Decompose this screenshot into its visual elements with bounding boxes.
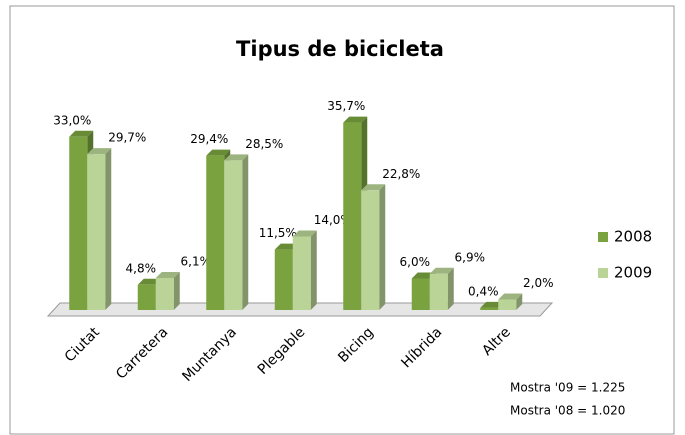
data-label: 22,8% xyxy=(382,167,420,181)
data-label: 4,8% xyxy=(126,261,157,275)
data-label: 35,7% xyxy=(327,99,365,113)
bar-side xyxy=(242,154,249,310)
bar xyxy=(498,293,523,310)
data-label: 6,0% xyxy=(400,255,431,269)
legend-swatch xyxy=(598,232,608,242)
bar-side xyxy=(516,293,523,310)
data-label: 11,5% xyxy=(259,226,297,240)
bar-top xyxy=(87,148,112,155)
bar-top xyxy=(224,154,249,161)
bar-front xyxy=(87,154,106,310)
bar-side xyxy=(310,230,317,310)
bar-front xyxy=(343,122,362,310)
data-label: 0,4% xyxy=(468,284,499,298)
bar-front xyxy=(224,160,243,310)
annotation: Mostra '09 = 1.225 xyxy=(510,381,625,395)
bar-top xyxy=(292,230,317,237)
data-label: 28,5% xyxy=(245,137,283,151)
bar-top xyxy=(498,293,523,300)
annotation: Mostra '08 = 1.020 xyxy=(510,404,625,418)
bar xyxy=(87,148,112,310)
bar-front xyxy=(411,278,430,310)
data-label: 6,1% xyxy=(181,254,212,268)
bar-front xyxy=(155,277,174,310)
data-label: 14,0% xyxy=(314,213,352,227)
bar xyxy=(292,230,317,310)
bar-top xyxy=(429,267,454,274)
bar xyxy=(361,184,386,310)
data-label: 6,9% xyxy=(455,250,486,264)
bar-front xyxy=(292,236,311,310)
bar-side xyxy=(447,267,454,310)
bar-front xyxy=(429,273,448,310)
data-label: 33,0% xyxy=(53,113,91,127)
bar-front xyxy=(361,190,380,310)
bar-top xyxy=(206,149,231,156)
bar-side xyxy=(379,184,386,310)
bar-front xyxy=(206,155,225,310)
data-label: 2,0% xyxy=(523,276,554,290)
bar-side xyxy=(105,148,112,310)
legend-label: 2009 xyxy=(614,264,652,282)
bar-front xyxy=(69,136,88,310)
data-label: 29,4% xyxy=(190,132,228,146)
bar xyxy=(155,271,180,310)
bar xyxy=(429,267,454,310)
bar-front xyxy=(480,307,499,310)
bar-front xyxy=(274,249,293,310)
legend-label: 2008 xyxy=(614,228,652,246)
bar-top xyxy=(343,116,368,123)
bar-top xyxy=(69,130,94,137)
legend-swatch xyxy=(598,268,608,278)
chart-title: Tipus de bicicleta xyxy=(236,37,444,61)
bar-front xyxy=(137,284,156,310)
bar-side xyxy=(173,271,180,310)
chart-border xyxy=(9,5,675,435)
data-label: 29,7% xyxy=(108,131,146,145)
bar-top xyxy=(361,184,386,191)
bar-front xyxy=(498,299,517,310)
bar xyxy=(224,154,249,310)
bar-top xyxy=(155,271,180,278)
